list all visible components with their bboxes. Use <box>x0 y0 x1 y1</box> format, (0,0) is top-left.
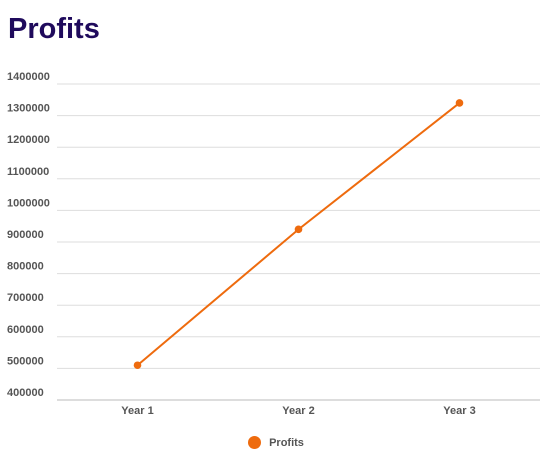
y-tick-label: 1000000 <box>7 197 50 209</box>
x-tick-label: Year 2 <box>282 405 314 417</box>
y-tick-label: 1300000 <box>7 103 50 115</box>
chart-title: Profits <box>8 13 100 45</box>
x-tick-label: Year 1 <box>121 405 153 417</box>
line-chart: 400000 500000 600000 700000 800000 900000 1000… <box>7 71 540 417</box>
y-tick-label: 800000 <box>7 261 44 273</box>
data-point <box>294 225 303 234</box>
legend-swatch-profits <box>248 436 262 449</box>
y-tick-label: 1100000 <box>7 166 49 178</box>
y-tick-label: 900000 <box>7 229 44 241</box>
data-point <box>133 361 142 370</box>
y-tick-label: 600000 <box>7 324 44 336</box>
chart-legend: Profits <box>0 436 552 449</box>
series-line-profits <box>136 102 461 367</box>
y-tick-label: 400000 <box>7 387 44 399</box>
y-tick-label: 700000 <box>7 292 44 304</box>
legend-label-profits: Profits <box>269 436 304 449</box>
y-tick-label: 1200000 <box>7 134 50 146</box>
x-tick-label: Year 3 <box>443 405 475 417</box>
data-point <box>455 99 464 107</box>
y-tick-label: 500000 <box>7 355 44 367</box>
y-tick-label: 1400000 <box>7 71 50 83</box>
